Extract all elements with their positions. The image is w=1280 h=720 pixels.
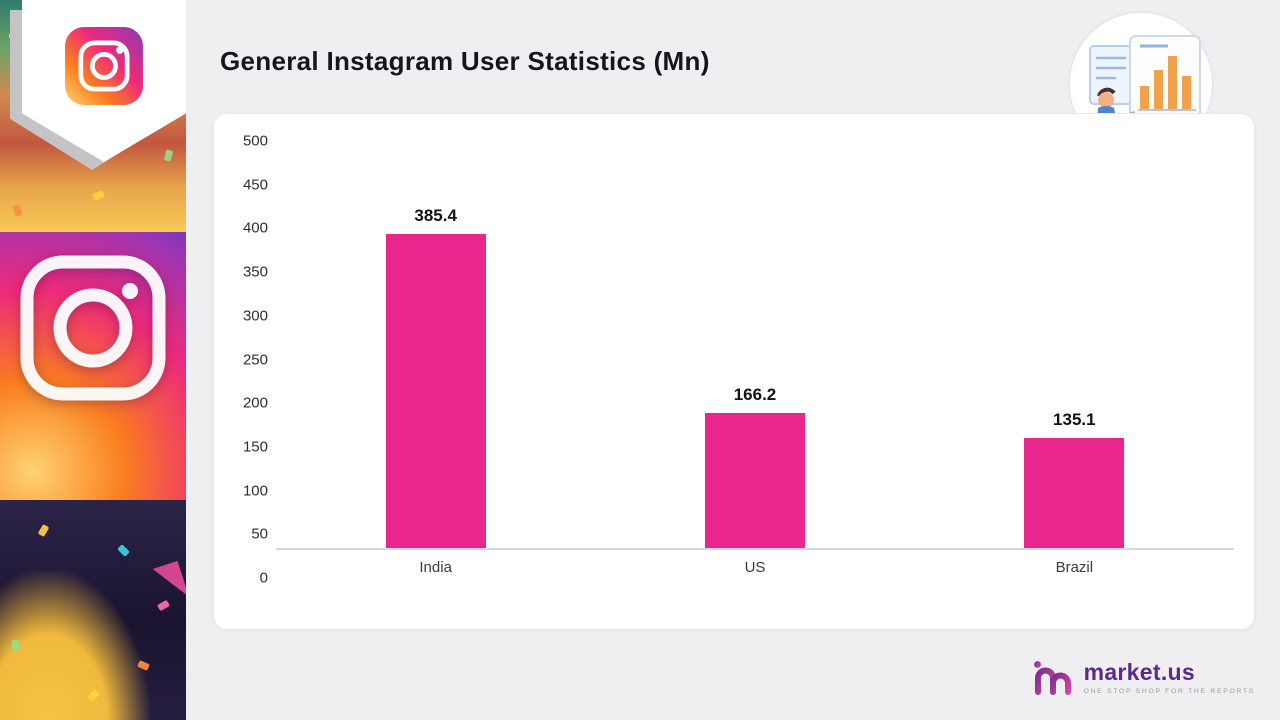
y-axis-tick: 100 <box>242 482 268 500</box>
market-us-logo: market.us ONE STOP SHOP FOR THE REPORTS <box>1032 658 1255 696</box>
bar-column-india: 385.4 <box>276 141 595 548</box>
y-axis-tick: 500 <box>242 132 268 150</box>
x-axis-label: US <box>744 559 766 576</box>
y-axis-tick: 0 <box>259 569 268 587</box>
y-axis-tick: 250 <box>242 351 268 368</box>
bar-value-label: 166.2 <box>733 384 777 404</box>
plot-area: 385.4 166.2 135.1 <box>276 141 1234 550</box>
y-axis-tick: 350 <box>242 263 268 281</box>
y-axis-tick: 200 <box>242 394 268 412</box>
instagram-app-icon <box>65 27 143 105</box>
y-axis-tick: 400 <box>242 219 268 237</box>
y-axis-tick: 150 <box>242 438 268 456</box>
y-axis-tick: 50 <box>251 525 268 543</box>
brand-text: market.us ONE STOP SHOP FOR THE REPORTS <box>1084 659 1255 695</box>
bar-india <box>385 234 486 548</box>
sidebar-photo-strip <box>0 0 186 720</box>
chart-card: 500 450 400 350 300 250 200 150 100 50 0 385.4 166.… <box>213 113 1255 630</box>
bar-value-label: 385.4 <box>414 206 457 226</box>
confetti <box>163 149 174 162</box>
brand-tagline: ONE STOP SHOP FOR THE REPORTS <box>1083 688 1255 695</box>
bar-brazil <box>1024 438 1125 548</box>
brand-name: market.us <box>1083 659 1195 685</box>
y-axis-tick: 450 <box>242 176 268 194</box>
bar-value-label: 135.1 <box>1053 410 1096 430</box>
market-us-logo-icon <box>1033 661 1071 695</box>
y-axis-tick: 300 <box>242 307 268 325</box>
bar-column-brazil: 135.1 <box>915 141 1234 548</box>
instagram-outline-icon <box>20 255 166 401</box>
plot-wrapper: 385.4 166.2 135.1 India US Brazil <box>276 141 1234 576</box>
x-axis-label: Brazil <box>1055 559 1094 576</box>
page-title: General Instagram User Statistics (Mn) <box>220 46 710 76</box>
bar-us <box>704 412 805 548</box>
confetti <box>12 204 23 217</box>
bar-column-us: 166.2 <box>595 141 914 548</box>
y-axis: 500 450 400 350 300 250 200 150 100 50 0 <box>230 133 268 587</box>
confetti <box>92 190 105 201</box>
x-axis: India US Brazil <box>276 550 1234 576</box>
bar-chart: 500 450 400 350 300 250 200 150 100 50 0 385.4 166.… <box>230 133 1234 587</box>
x-axis-label: India <box>419 559 452 576</box>
main-content: General Instagram User Statistics (Mn) 5… <box>186 0 1280 720</box>
photo-highlight <box>0 570 150 720</box>
